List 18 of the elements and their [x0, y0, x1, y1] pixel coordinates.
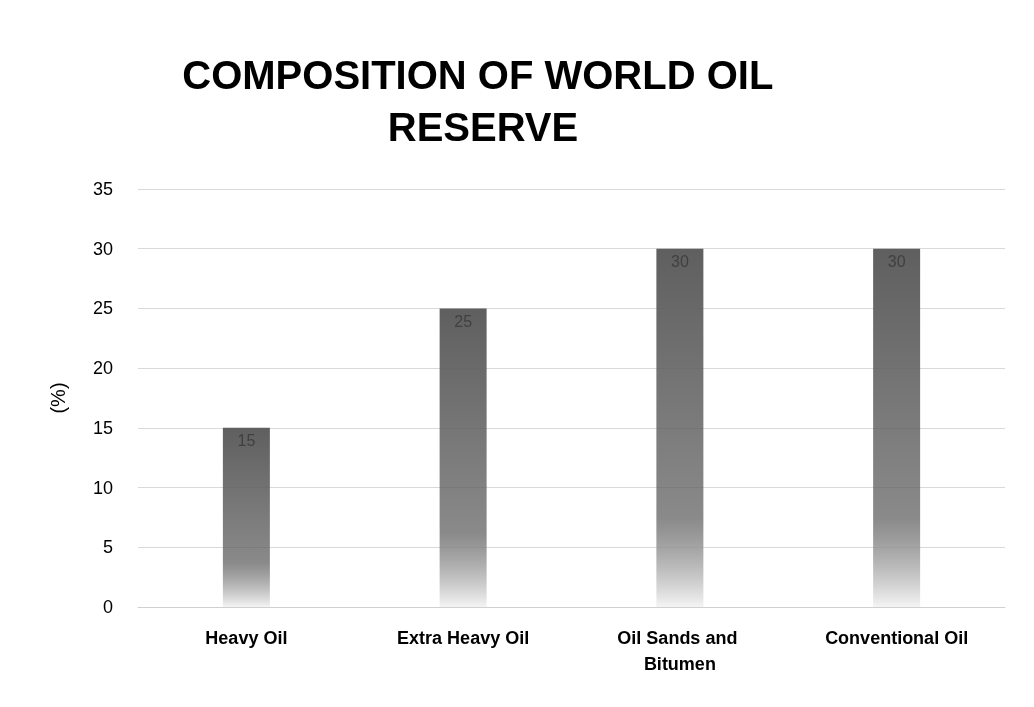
x-tick-label: Conventional Oil [825, 628, 969, 648]
x-tick-label: Extra Heavy Oil [397, 628, 530, 648]
bar [222, 427, 270, 607]
y-axis-title: (%) [47, 382, 69, 414]
x-tick-label: Oil Sands and Bitumen [617, 628, 743, 674]
bar [873, 248, 921, 607]
y-tick-label: 10 [92, 477, 113, 498]
y-tick-label: 20 [92, 358, 113, 379]
x-tick-label: Heavy Oil [205, 628, 288, 648]
y-tick-label: 5 [102, 537, 113, 558]
bar [439, 308, 487, 607]
y-tick-label: 15 [92, 417, 113, 438]
y-tick-label: 25 [92, 298, 113, 319]
chart-title: COMPOSITION OF WORLD OIL RESERVE [182, 53, 784, 149]
y-tick-label: 30 [92, 238, 113, 259]
y-tick-label: 35 [92, 179, 113, 199]
bar [656, 248, 704, 607]
y-tick-label: 0 [102, 597, 113, 617]
